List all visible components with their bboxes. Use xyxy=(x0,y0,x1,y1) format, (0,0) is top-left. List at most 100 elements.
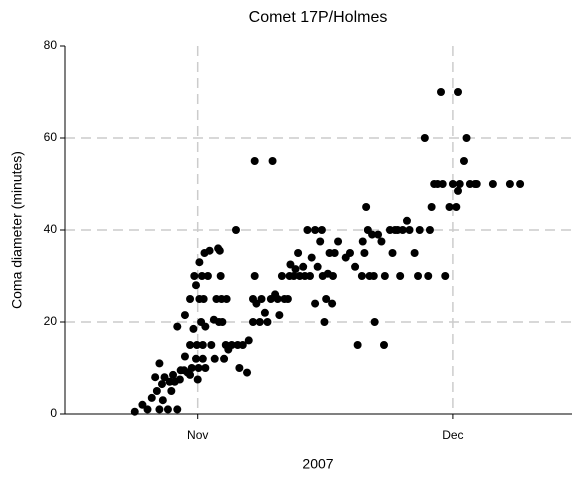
point xyxy=(455,180,464,188)
point xyxy=(313,262,322,271)
y-tick-label: 80 xyxy=(44,38,58,52)
point xyxy=(358,237,367,246)
point xyxy=(257,295,266,303)
point xyxy=(192,281,201,290)
point xyxy=(155,359,164,368)
point xyxy=(250,157,259,165)
point xyxy=(415,226,424,234)
x-tick-label: Nov xyxy=(187,428,208,442)
point xyxy=(198,354,207,363)
point xyxy=(263,318,272,326)
point xyxy=(268,157,277,165)
point xyxy=(186,341,195,349)
point xyxy=(216,272,225,280)
point xyxy=(410,249,419,257)
point xyxy=(138,400,147,409)
point xyxy=(255,318,264,326)
point xyxy=(215,246,224,255)
point xyxy=(218,318,227,326)
point xyxy=(362,203,371,211)
x-axis-label: 2007 xyxy=(302,456,333,472)
point xyxy=(250,272,259,280)
point xyxy=(351,262,360,271)
point xyxy=(197,272,206,280)
y-tick-label: 40 xyxy=(44,222,58,236)
point xyxy=(328,272,337,280)
point xyxy=(420,134,429,142)
point xyxy=(186,370,195,379)
point xyxy=(425,226,434,234)
point xyxy=(244,336,253,345)
point xyxy=(454,186,463,195)
point xyxy=(438,180,447,188)
point xyxy=(169,370,178,379)
point xyxy=(198,341,207,349)
point xyxy=(238,341,247,349)
point xyxy=(316,237,325,246)
point xyxy=(205,246,214,255)
y-tick-label: 20 xyxy=(44,314,58,328)
point xyxy=(427,203,436,211)
point xyxy=(454,88,463,96)
point xyxy=(180,311,189,320)
point xyxy=(291,265,300,274)
point xyxy=(199,295,208,303)
point xyxy=(195,258,204,267)
point xyxy=(192,354,201,363)
point xyxy=(360,249,369,257)
chart-title: Comet 17P/Holmes xyxy=(249,9,388,26)
point xyxy=(207,341,216,349)
point xyxy=(311,226,320,234)
point xyxy=(402,216,411,225)
point xyxy=(459,157,468,165)
point xyxy=(368,230,377,239)
point xyxy=(173,322,182,331)
point xyxy=(286,260,295,269)
point xyxy=(289,272,298,280)
point xyxy=(380,272,389,280)
point xyxy=(414,272,423,280)
point xyxy=(374,230,383,239)
point xyxy=(187,364,196,372)
x-tick-label: Dec xyxy=(442,428,463,442)
point xyxy=(445,203,454,211)
point xyxy=(317,226,326,234)
point xyxy=(388,249,397,257)
point xyxy=(201,322,210,331)
point xyxy=(130,407,139,416)
point xyxy=(203,272,212,280)
point xyxy=(294,249,303,257)
point xyxy=(462,134,471,142)
point xyxy=(311,299,320,308)
point xyxy=(353,341,362,349)
point xyxy=(441,272,450,280)
point xyxy=(175,375,184,384)
point xyxy=(452,203,461,211)
point xyxy=(322,295,331,303)
point xyxy=(194,364,203,372)
point xyxy=(158,396,167,405)
point xyxy=(151,373,160,382)
point xyxy=(222,295,231,303)
point xyxy=(201,364,210,372)
point xyxy=(405,226,414,234)
point xyxy=(190,272,199,280)
point xyxy=(396,272,405,280)
point xyxy=(231,226,240,234)
point xyxy=(505,180,514,188)
point xyxy=(143,405,152,414)
point xyxy=(398,226,407,234)
point xyxy=(160,373,169,382)
point xyxy=(307,253,316,262)
point xyxy=(163,405,172,414)
point xyxy=(380,341,389,349)
point xyxy=(193,375,202,384)
y-tick-label: 60 xyxy=(44,130,58,144)
point xyxy=(472,180,481,188)
point xyxy=(448,180,457,188)
point xyxy=(305,272,314,280)
point xyxy=(299,262,308,271)
point xyxy=(377,237,386,246)
y-axis-label: Coma diameter (minutes) xyxy=(9,151,25,309)
